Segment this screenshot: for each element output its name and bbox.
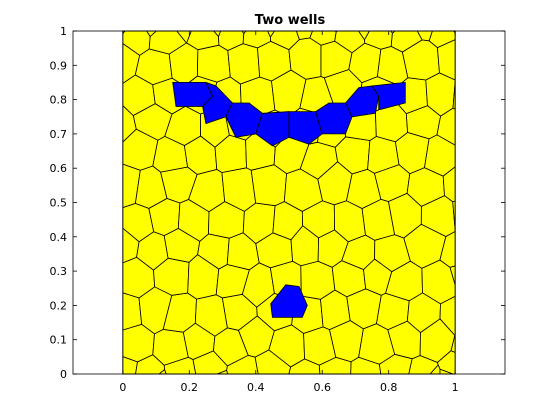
- plot-area: 0 0.2 0.4 0.6 0.8 1 0 0.1 0.2 0.3 0.4 0.5 0.6 0.7 0.8 0…: [50, 0, 522, 420]
- producer-well-curve: [172, 81, 406, 147]
- well-cells: [172, 81, 406, 318]
- x-tick-label: 1: [452, 381, 459, 394]
- mesh-cell: [295, 31, 313, 40]
- mesh-cell: [439, 295, 456, 336]
- mesh-cell: [457, 0, 522, 67]
- y-tick-label: 0.1: [50, 334, 68, 347]
- mesh-cell: [196, 44, 231, 83]
- axes: 0 0.2 0.4 0.6 0.8 1 0 0.1 0.2 0.3 0.4 0.5 0.6 0.7 0.8 0…: [50, 25, 506, 394]
- x-tick-label: 0.8: [380, 381, 398, 394]
- mesh-cell: [358, 31, 370, 41]
- y-tick-label: 0.6: [50, 162, 68, 175]
- mesh-cell: [452, 79, 456, 110]
- x-tick-label: 0: [119, 381, 126, 394]
- mesh-cell: [429, 364, 441, 374]
- mesh-cell: [349, 375, 379, 420]
- well-cell: [202, 81, 233, 125]
- mesh-cell: [227, 43, 261, 85]
- mesh-cell: [416, 31, 433, 42]
- y-tick-label: 0.4: [50, 231, 68, 244]
- mesh-cell: [218, 31, 245, 51]
- mesh-cell: [442, 166, 456, 203]
- mesh-cell: [449, 265, 456, 287]
- mesh-cell: [269, 31, 300, 51]
- mesh-cell: [267, 31, 275, 38]
- mesh-cell: [122, 163, 141, 208]
- mesh-cell: [122, 31, 151, 56]
- mesh-cell: [450, 334, 456, 353]
- mesh-cell: [300, 260, 336, 300]
- well-cell: [315, 102, 353, 135]
- x-tick-label: 0.6: [313, 381, 331, 394]
- x-tick-label: 0.2: [181, 381, 199, 394]
- mesh-cell: [436, 350, 456, 374]
- mesh-cell: [390, 31, 396, 34]
- y-tick-label: 0.8: [50, 94, 68, 107]
- y-tick-label: 0: [60, 368, 67, 381]
- mesh-cell: [158, 368, 167, 374]
- mesh-cell: [250, 164, 288, 207]
- mesh-cell: [146, 31, 157, 38]
- mesh-cell: [452, 200, 456, 232]
- mesh-cell: [439, 230, 456, 268]
- y-tick-label: 0.2: [50, 299, 68, 312]
- y-tick-label: 0.3: [50, 265, 68, 278]
- mesh-cell: [439, 368, 455, 374]
- well-cell: [371, 81, 406, 111]
- injector-well: [270, 284, 308, 318]
- mesh-cell: [148, 31, 187, 55]
- mesh-cell: [241, 31, 247, 35]
- mesh-cell: [390, 31, 423, 53]
- mesh-cell: [176, 31, 192, 44]
- mesh-cell: [408, 355, 439, 374]
- y-tick-label: 0.9: [50, 59, 68, 72]
- mesh-cell: [122, 323, 155, 363]
- mesh-cell: [216, 369, 229, 374]
- mesh-cell: [213, 31, 221, 38]
- chart-title: Two wells: [255, 13, 326, 28]
- mesh-cell: [122, 256, 156, 299]
- y-tick-label: 0.7: [50, 128, 68, 141]
- mesh-cell: [453, 31, 456, 34]
- well-cell: [288, 111, 323, 145]
- mesh-cell: [122, 31, 126, 34]
- y-tick-label: 0.5: [50, 197, 68, 210]
- mesh-cell: [436, 39, 456, 81]
- mesh-cells: [122, 0, 522, 420]
- mesh-cell: [457, 120, 522, 189]
- y-tick-label: 1: [60, 25, 67, 38]
- well-cell: [255, 111, 290, 147]
- well-cell: [270, 284, 308, 318]
- x-tick-label: 0.4: [247, 381, 265, 394]
